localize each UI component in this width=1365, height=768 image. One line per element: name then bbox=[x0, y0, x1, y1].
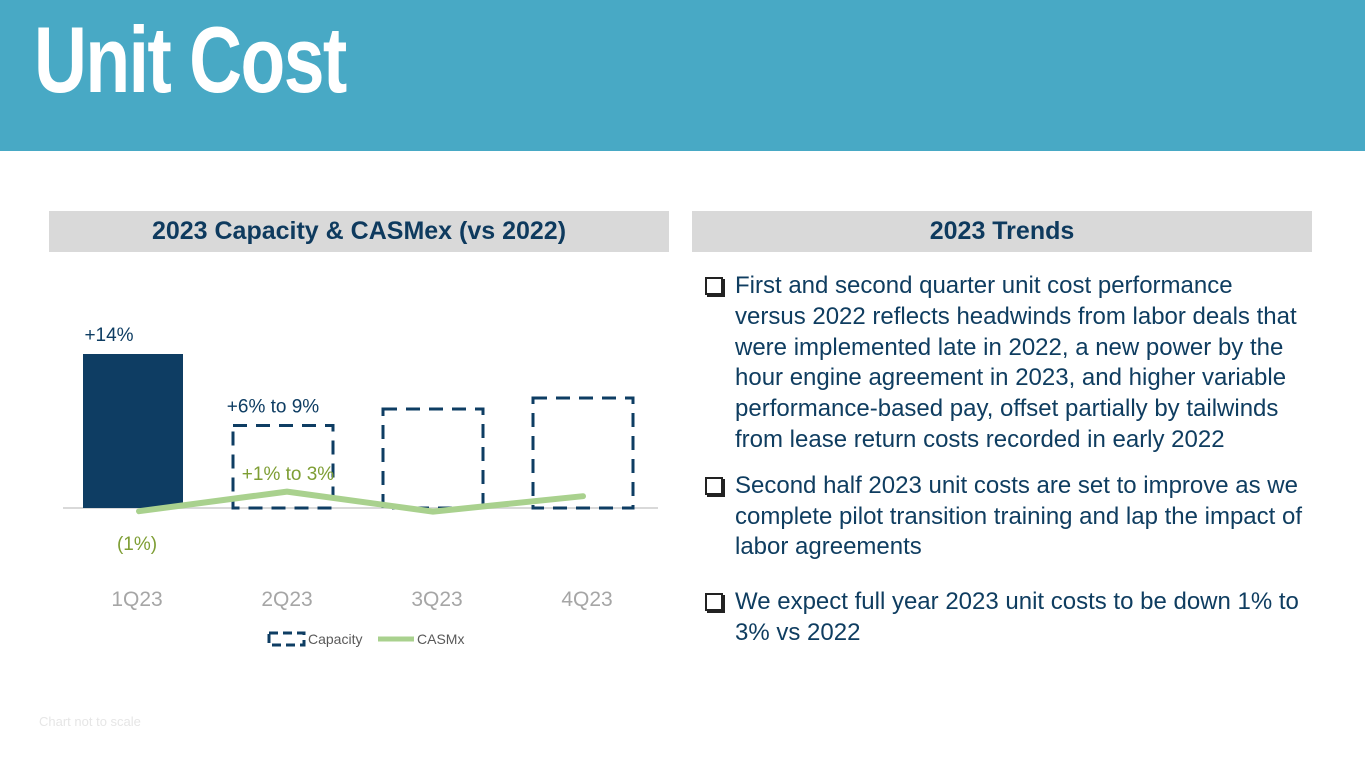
trend-bullet-1: First and second quarter unit cost perfo… bbox=[703, 271, 1308, 456]
x-tick-label: 3Q23 bbox=[411, 588, 462, 611]
trends-list: First and second quarter unit cost perfo… bbox=[703, 271, 1308, 649]
trend-bullet-2: Second half 2023 unit costs are set to i… bbox=[703, 471, 1308, 563]
trend-bullet-text: First and second quarter unit cost perfo… bbox=[735, 272, 1297, 453]
chart-panel-header: 2023 Capacity & CASMex (vs 2022) bbox=[49, 211, 669, 252]
casmx-data-label: (1%) bbox=[117, 534, 157, 555]
title-banner: Unit Cost bbox=[0, 0, 1365, 151]
chart-footnote: Chart not to scale bbox=[39, 714, 141, 729]
checkbox-bullet-icon bbox=[705, 476, 723, 495]
capacity-bar-1q23 bbox=[83, 354, 183, 508]
capacity-data-label: +14% bbox=[84, 325, 133, 346]
trend-bullet-text: We expect full year 2023 unit costs to b… bbox=[735, 588, 1299, 646]
trends-panel-header: 2023 Trends bbox=[692, 211, 1312, 252]
capacity-bar-2q23 bbox=[231, 424, 335, 510]
x-tick-label: 2Q23 bbox=[261, 588, 312, 611]
legend-capacity-label: Capacity bbox=[308, 631, 362, 647]
casmx-line bbox=[136, 488, 586, 515]
capacity-data-label: +6% to 9% bbox=[227, 397, 320, 418]
capacity-bar-4q23 bbox=[531, 396, 635, 510]
casmx-data-label: +1% to 3% bbox=[242, 464, 335, 485]
checkbox-bullet-icon bbox=[705, 593, 723, 612]
checkbox-bullet-icon bbox=[705, 277, 723, 295]
page-title: Unit Cost bbox=[34, 7, 347, 112]
trend-bullet-3: We expect full year 2023 unit costs to b… bbox=[703, 587, 1308, 649]
trend-bullet-text: Second half 2023 unit costs are set to i… bbox=[735, 471, 1302, 561]
x-tick-label: 1Q23 bbox=[111, 588, 162, 611]
legend-casmx-label: CASMx bbox=[417, 631, 464, 647]
legend-capacity-swatch bbox=[267, 631, 306, 647]
capacity-bar-3q23 bbox=[381, 407, 485, 510]
x-tick-label: 4Q23 bbox=[561, 588, 612, 611]
